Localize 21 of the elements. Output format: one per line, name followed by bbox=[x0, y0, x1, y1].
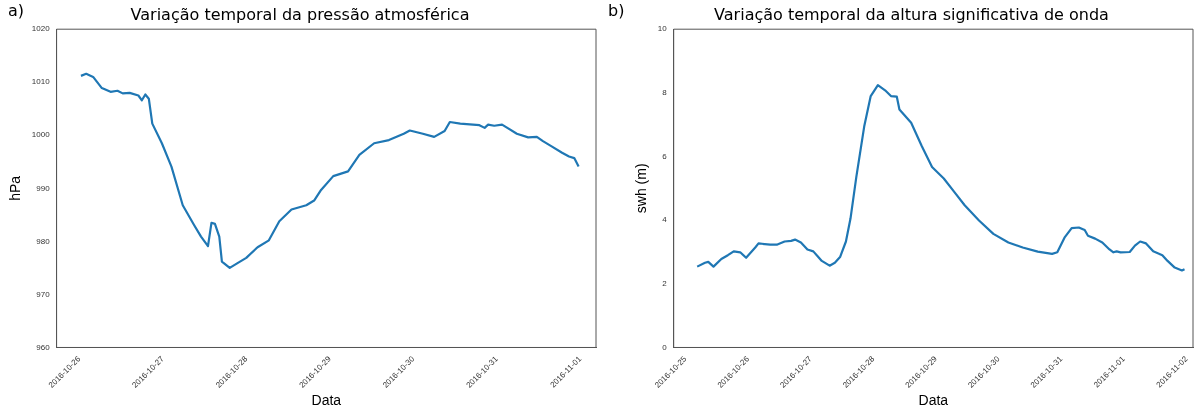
chart-title: Variação temporal da pressão atmosférica bbox=[130, 4, 470, 24]
y-tick-label: 10 bbox=[657, 24, 668, 34]
y-tick-label: 990 bbox=[36, 183, 51, 193]
y-tick-label: 1020 bbox=[31, 24, 51, 34]
y-tick-label: 980 bbox=[36, 236, 51, 246]
text: b) bbox=[608, 1, 625, 21]
y-tick-label: 960 bbox=[36, 342, 51, 352]
y-tick-label: 8 bbox=[662, 88, 668, 98]
y-tick-label: 0 bbox=[662, 342, 668, 352]
y-tick-label: 1010 bbox=[31, 77, 51, 87]
x-axis-title: Data bbox=[311, 392, 342, 409]
x-axis-title: Data bbox=[918, 392, 949, 409]
chart-title: Variação temporal da altura significativa de onda bbox=[714, 4, 1109, 24]
y-axis-title: hPa bbox=[7, 175, 24, 201]
y-tick-label: 4 bbox=[662, 215, 668, 225]
y-tick-label: 6 bbox=[662, 151, 668, 161]
y-tick-label: 970 bbox=[36, 289, 51, 299]
text: a) bbox=[8, 1, 25, 21]
y-axis-title: swh (m) bbox=[633, 163, 650, 214]
y-tick-label: 1000 bbox=[31, 130, 51, 140]
y-tick-label: 2 bbox=[662, 279, 668, 289]
